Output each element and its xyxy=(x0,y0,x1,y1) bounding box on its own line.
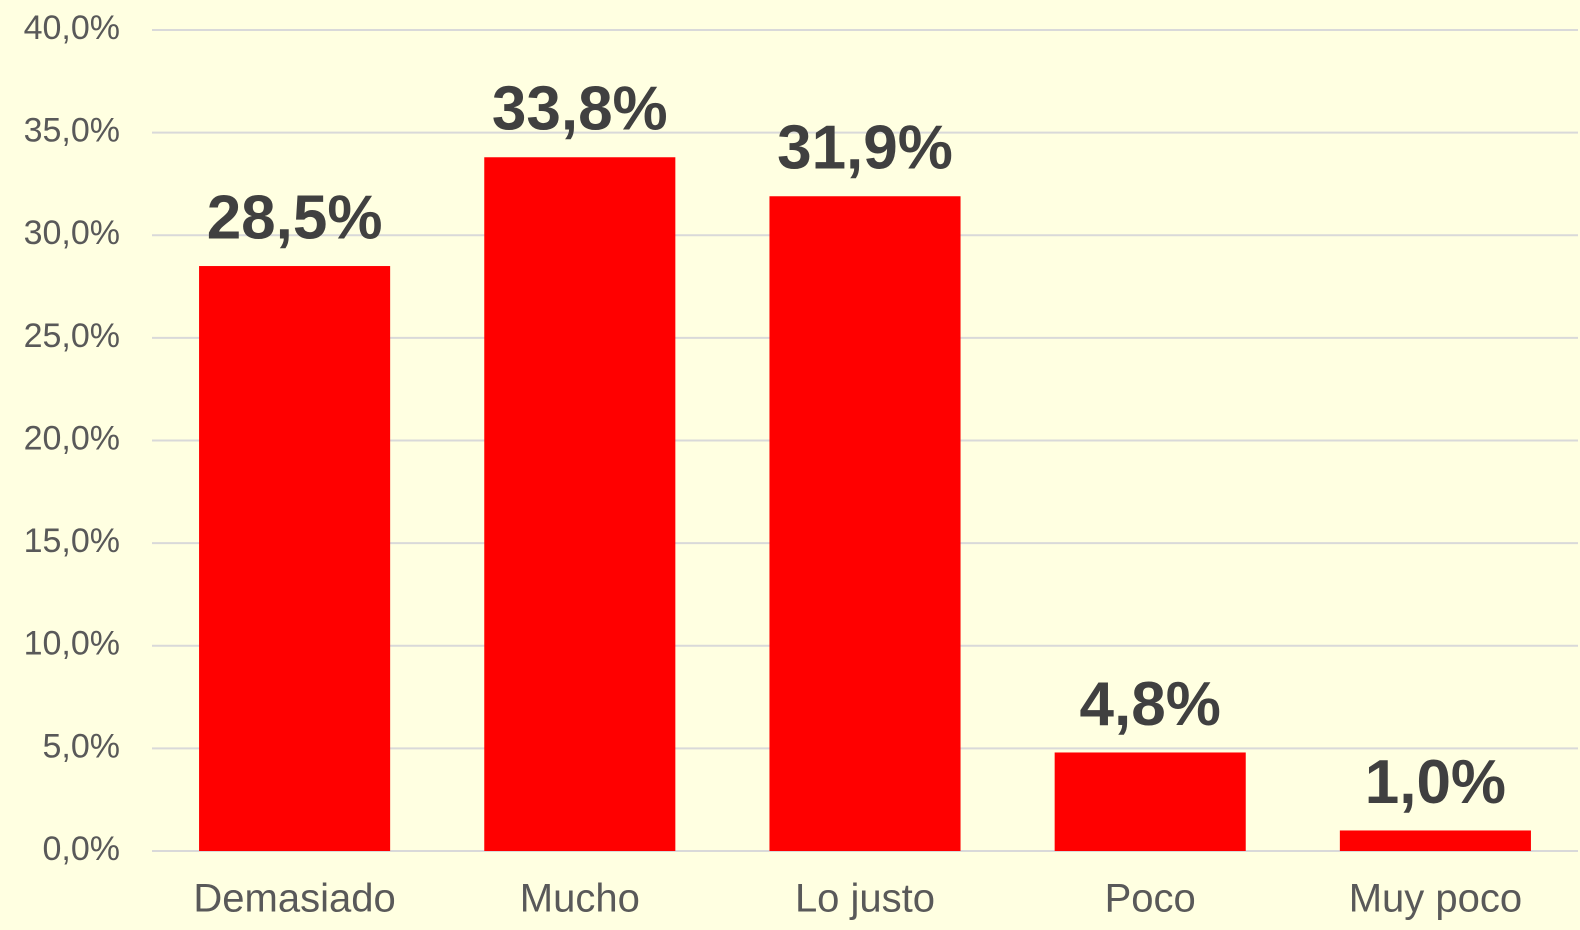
y-tick-label: 15,0% xyxy=(24,522,120,560)
bar xyxy=(1054,752,1246,851)
data-label: 33,8% xyxy=(492,75,668,144)
y-tick-label: 30,0% xyxy=(24,214,120,252)
data-label: 4,8% xyxy=(1080,670,1221,739)
data-label: 28,5% xyxy=(207,183,383,252)
bar xyxy=(199,266,391,852)
y-tick-label: 5,0% xyxy=(43,727,121,765)
x-tick-label: Muy poco xyxy=(1349,877,1522,921)
y-tick-label: 20,0% xyxy=(24,419,120,457)
x-tick-label: Mucho xyxy=(520,877,640,921)
x-tick-label: Demasiado xyxy=(193,877,395,921)
bar xyxy=(484,157,676,851)
y-tick-label: 40,0% xyxy=(24,9,120,47)
y-tick-label: 0,0% xyxy=(43,830,121,868)
data-label: 31,9% xyxy=(777,114,953,183)
y-tick-label: 25,0% xyxy=(24,317,120,355)
bar xyxy=(1339,830,1531,851)
bar xyxy=(769,196,961,851)
y-tick-label: 10,0% xyxy=(24,625,120,663)
x-tick-label: Lo justo xyxy=(795,877,935,921)
data-label: 1,0% xyxy=(1365,748,1506,817)
y-tick-label: 35,0% xyxy=(24,112,120,150)
x-tick-label: Poco xyxy=(1105,877,1196,921)
